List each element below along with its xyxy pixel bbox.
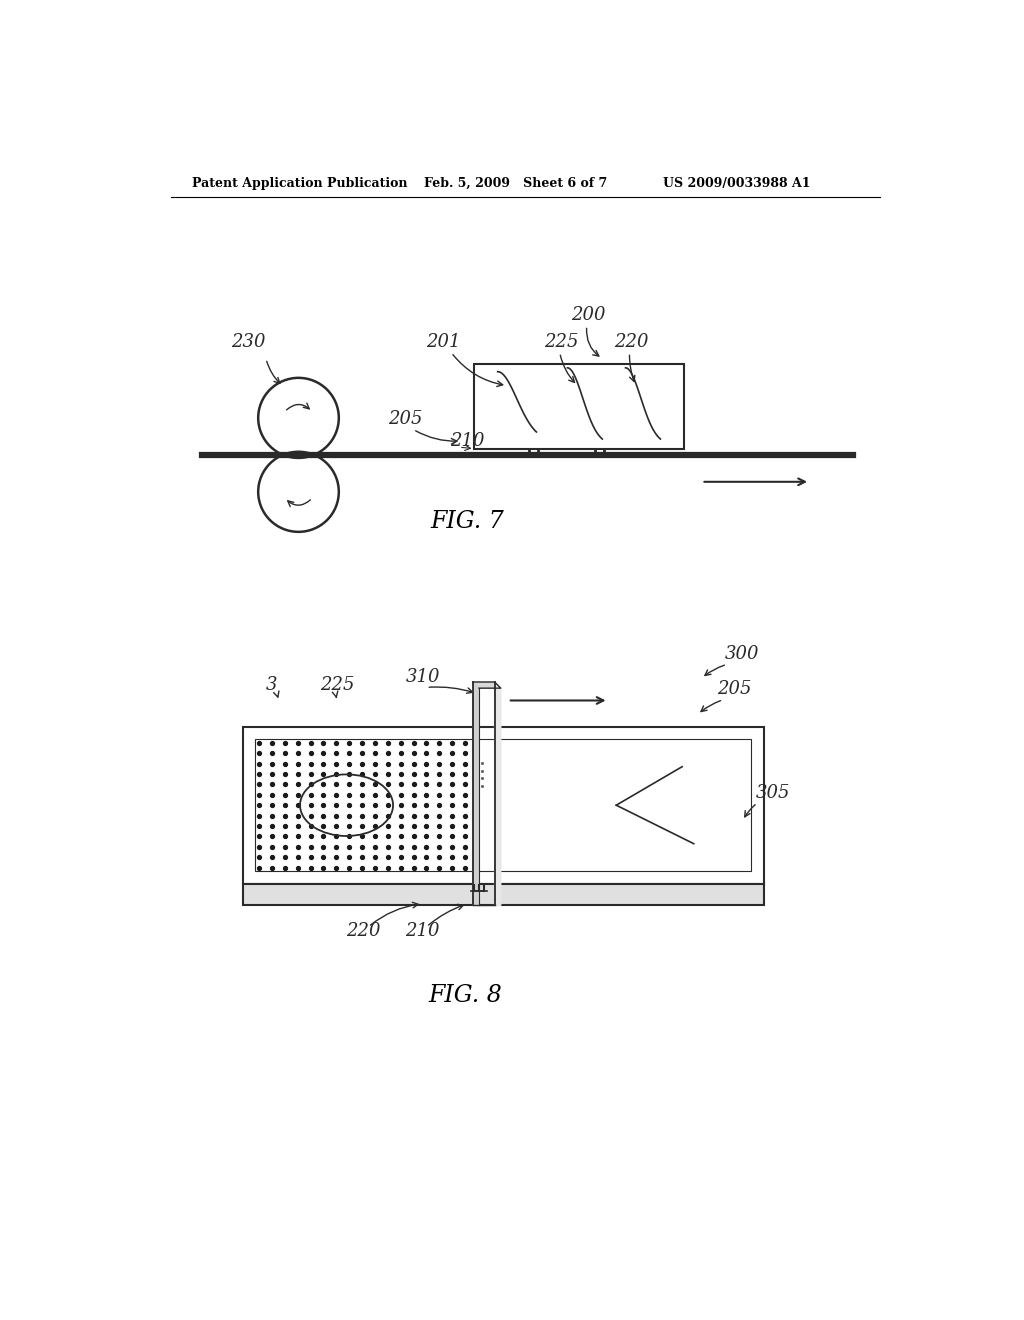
- Text: 205: 205: [388, 411, 423, 428]
- Text: FIG. 8: FIG. 8: [429, 983, 503, 1007]
- Text: 225: 225: [321, 676, 354, 694]
- Text: 200: 200: [571, 306, 606, 325]
- Text: FIG. 7: FIG. 7: [430, 510, 504, 533]
- Text: 310: 310: [406, 668, 440, 686]
- Polygon shape: [473, 682, 479, 906]
- Text: 230: 230: [231, 333, 265, 351]
- Polygon shape: [243, 726, 764, 884]
- Text: 305: 305: [756, 784, 791, 801]
- Text: 220: 220: [346, 923, 381, 940]
- Text: 220: 220: [614, 333, 648, 351]
- Text: 210: 210: [450, 432, 484, 450]
- Polygon shape: [495, 682, 501, 906]
- Text: US 2009/0033988 A1: US 2009/0033988 A1: [663, 177, 810, 190]
- Text: 300: 300: [725, 645, 759, 663]
- Polygon shape: [473, 682, 501, 688]
- Text: 3: 3: [266, 676, 278, 694]
- Text: 201: 201: [426, 333, 461, 351]
- Text: 205: 205: [717, 680, 752, 697]
- Polygon shape: [243, 884, 764, 906]
- Text: 210: 210: [406, 923, 440, 940]
- Bar: [474, 364, 684, 449]
- Text: 225: 225: [544, 333, 579, 351]
- Text: Patent Application Publication: Patent Application Publication: [191, 177, 408, 190]
- Text: Feb. 5, 2009   Sheet 6 of 7: Feb. 5, 2009 Sheet 6 of 7: [424, 177, 607, 190]
